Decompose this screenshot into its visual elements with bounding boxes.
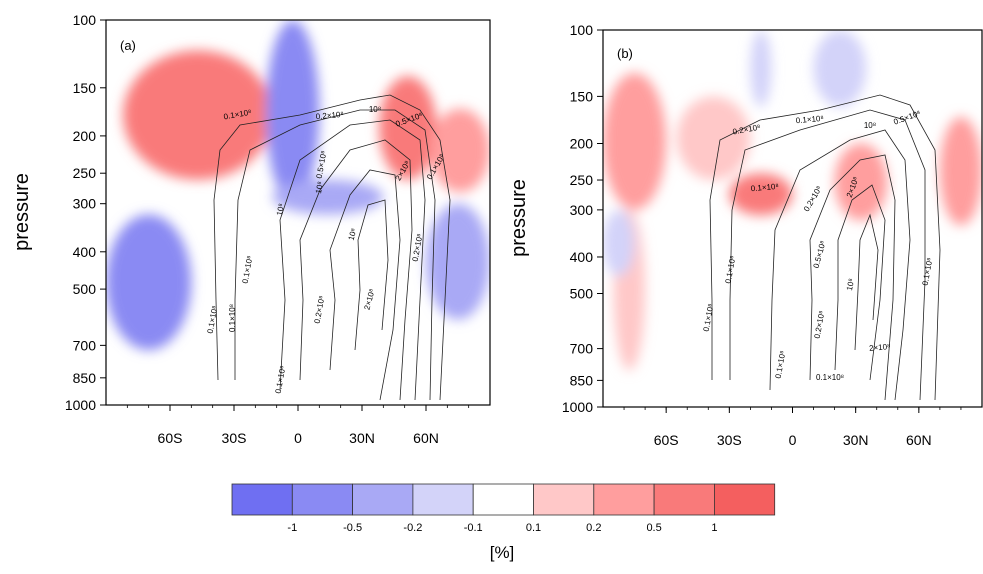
y-tick-label-b-150: 150 — [570, 88, 594, 104]
field-region-a-2 — [266, 20, 320, 204]
field-region-b-5 — [750, 30, 772, 107]
y-tick-label-b-1000: 1000 — [562, 399, 593, 415]
x-tick-label-b-0: 0 — [789, 432, 797, 448]
y-tick-label-b-400: 400 — [570, 249, 594, 265]
contour-label-a-2: 10⁸ — [369, 105, 381, 114]
y-tick-label-b-100: 100 — [570, 22, 594, 38]
y-tick-label-a-850: 850 — [73, 370, 97, 386]
x-tick-label-a-60S: 60S — [158, 430, 183, 446]
panel-b: (b) 100 150 200 250 300 400 500 700 850 1000 60S 3… — [508, 22, 983, 448]
x-tick-label-a-0: 0 — [294, 430, 302, 446]
x-tick-label-a-60N: 60N — [413, 430, 439, 446]
contour-label-a-1: 0.2×10⁸ — [315, 110, 344, 121]
y-tick-label-a-200: 200 — [73, 128, 97, 144]
y-tick-label-a-300: 300 — [73, 196, 97, 212]
contour-label-b-8: 10⁸ — [845, 278, 856, 292]
y-tick-label-b-700: 700 — [570, 341, 594, 357]
panel-b-label: (b) — [617, 46, 633, 61]
y-axis-a: 100 150 200 250 300 400 500 700 850 1000 — [65, 12, 106, 413]
y-tick-label-a-400: 400 — [73, 244, 97, 260]
colorbar-label-2: -0.2 — [403, 522, 422, 534]
colorbar-unit: [%] — [490, 543, 515, 562]
field-region-a-5 — [430, 108, 490, 193]
colorbar-label-7: 1 — [711, 522, 717, 534]
contours-a — [213, 94, 451, 401]
x-tick-label-b-60N: 60N — [906, 432, 932, 448]
colorbar-label-6: 0.5 — [646, 522, 661, 534]
field-b — [603, 30, 982, 371]
contours-b — [709, 94, 941, 401]
y-tick-label-b-200: 200 — [570, 135, 594, 151]
y-tick-label-a-150: 150 — [73, 80, 97, 96]
colorbar-swatch-3 — [412, 483, 474, 516]
colorbar-label-3: -0.1 — [464, 522, 483, 534]
y-tick-label-a-100: 100 — [73, 12, 97, 28]
x-tick-label-b-30S: 30S — [717, 432, 742, 448]
x-tick-label-a-30N: 30N — [349, 430, 375, 446]
x-tick-label-a-30S: 30S — [222, 430, 247, 446]
x-tick-label-b-30N: 30N — [843, 432, 869, 448]
field-region-b-7 — [939, 116, 982, 226]
field-region-b-3 — [729, 173, 793, 216]
x-tick-label-b-60S: 60S — [654, 432, 679, 448]
contour-label-b-13: 0.1×10⁸ — [816, 373, 844, 382]
colorbar-swatch-4 — [472, 483, 534, 516]
y-tick-label-a-250: 250 — [73, 165, 97, 181]
contour-label-b-3: 10⁸ — [864, 121, 876, 130]
contour-label-b-1: 0.1×10⁸ — [795, 114, 824, 125]
colorbar-label-1: -0.5 — [343, 522, 362, 534]
colorbar-label-4: 0.1 — [526, 522, 541, 534]
y-tick-label-b-300: 300 — [570, 202, 594, 218]
field-region-b-6 — [813, 30, 867, 107]
contour-label-a-10: 0.1×10⁸ — [228, 304, 237, 332]
contour-label-b-4: 0.1×10⁸ — [750, 182, 779, 193]
colorbar-swatch-5 — [533, 483, 595, 516]
contour-label-a-15: 10⁸ — [275, 203, 286, 217]
field-region-a-6 — [106, 214, 192, 351]
contour-label-a-8: 10⁸ — [314, 181, 325, 195]
field-region-a-4 — [379, 76, 437, 180]
colorbar-swatch-8 — [714, 483, 776, 516]
colorbar-label-0: -1 — [287, 522, 297, 534]
colorbar-swatch-7 — [653, 483, 715, 516]
field-region-b-2 — [676, 96, 751, 181]
y-tick-label-a-1000: 1000 — [65, 397, 96, 413]
x-axis-a: 60S 30S 0 30N 60N — [126, 405, 470, 446]
y-tick-label-b-500: 500 — [570, 286, 594, 302]
contour-label-a-5: 10⁸ — [347, 227, 359, 241]
field-region-b-8 — [603, 209, 635, 277]
colorbar-swatch-1 — [291, 483, 353, 516]
contour-label-b-15: 2×10⁸ — [869, 342, 891, 353]
field-region-b-4 — [834, 143, 888, 221]
y-axis-label-b: pressure — [508, 179, 530, 257]
colorbar-swatch-2 — [352, 483, 414, 516]
panel-a: (a) 100 150 200 250 300 400 500 700 850 1000 60S 3… — [11, 12, 491, 446]
colorbar: -1 -0.5 -0.2 -0.1 0.1 0.2 0.5 1 — [231, 483, 776, 534]
field-region-a-1 — [170, 76, 252, 152]
field-region-b-0 — [603, 72, 667, 210]
y-axis-b: 100 150 200 250 300 400 500 700 850 1000 — [562, 22, 603, 415]
colorbar-swatch-6 — [593, 483, 655, 516]
x-axis-b: 60S 30S 0 30N 60N — [623, 407, 962, 448]
y-tick-label-b-250: 250 — [570, 172, 594, 188]
y-tick-label-a-700: 700 — [73, 337, 97, 353]
y-tick-label-a-500: 500 — [73, 281, 97, 297]
panel-a-label: (a) — [120, 38, 136, 53]
y-tick-label-b-850: 850 — [570, 372, 594, 388]
field-region-a-7 — [426, 203, 490, 320]
colorbar-label-5: 0.2 — [586, 522, 601, 534]
y-axis-label-a: pressure — [11, 173, 33, 251]
colorbar-swatch-0 — [231, 483, 293, 516]
